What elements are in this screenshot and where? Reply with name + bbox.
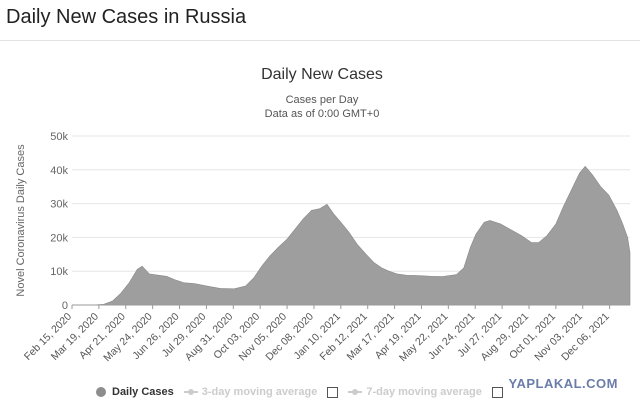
chart-subtitle-line: Cases per Day [286,94,359,106]
chart-card: Daily New Cases Cases per Day Data as of 0… [0,40,640,413]
legend-label: 3-day moving average [201,386,318,398]
checkbox-7day-average[interactable] [491,386,503,398]
legend-line-icon [183,389,198,395]
legend-dot-icon [96,387,106,397]
y-tick-label: 0 [62,300,68,312]
y-tick-label: 30k [50,199,68,211]
legend-line-icon [348,389,363,395]
legend-label: Daily Cases [112,386,174,398]
legend-item-daily-cases[interactable]: Daily Cases [96,386,174,398]
chart-legend: Daily Cases 3-day moving average 7-day m… [96,382,616,402]
y-tick-label: 40k [50,165,68,177]
y-axis-label: Novel Coronavirus Daily Cases [15,144,27,297]
daily-cases-chart: Daily New Cases Cases per Day Data as of 0… [15,66,631,364]
y-tick-label: 20k [50,232,68,244]
legend-item-7day-average[interactable]: 7-day moving average [348,386,482,398]
legend-label: 7-day moving average [366,386,482,398]
legend-item-3day-average[interactable]: 3-day moving average [183,386,318,398]
watermark-text: YAPLAKAL.COM [508,376,618,391]
page-heading: Daily New Cases in Russia [6,6,247,28]
daily-cases-area [72,165,631,306]
checkbox-3day-average[interactable] [327,386,339,398]
chart-subtitle-line: Data as of 0:00 GMT+0 [265,108,380,120]
chart-title: Daily New Cases [261,66,383,83]
y-tick-label: 50k [50,131,68,143]
y-tick-label: 10k [50,266,68,278]
